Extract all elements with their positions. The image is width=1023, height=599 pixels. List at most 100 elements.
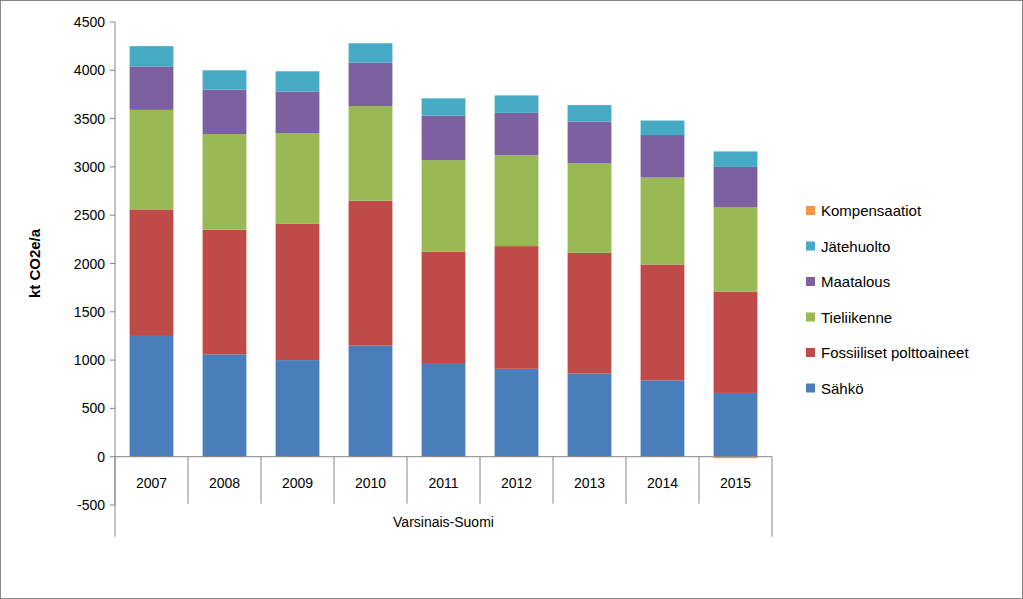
bar-segment — [495, 95, 539, 96]
y-tick — [110, 70, 115, 71]
y-tick-label: 1000 — [74, 352, 105, 368]
bars — [130, 43, 758, 458]
y-tick-label: 1500 — [74, 304, 105, 320]
bar-segment — [568, 105, 612, 106]
y-tick — [110, 22, 115, 23]
x-separator — [480, 457, 481, 504]
bar-segment — [714, 167, 758, 208]
legend-label: Maatalous — [821, 273, 890, 290]
bar-segment — [714, 207, 758, 291]
y-tick — [110, 505, 115, 506]
x-separator — [772, 457, 773, 537]
y-tick-label: 3000 — [74, 159, 105, 175]
bar-segment — [203, 70, 247, 89]
bar-segment — [495, 155, 539, 246]
y-tick-label: 3500 — [74, 111, 105, 127]
x-tick-label: 2012 — [501, 475, 532, 491]
y-tick — [110, 456, 115, 457]
bar-segment — [276, 360, 320, 457]
bar-segment — [349, 43, 393, 44]
y-tick — [110, 408, 115, 409]
x-tick-label: 2009 — [282, 475, 313, 491]
bar-segment — [495, 246, 539, 369]
x-tick-label: 2010 — [355, 475, 386, 491]
bar-segment — [349, 63, 393, 106]
bar-segment — [495, 369, 539, 457]
bar-segment — [130, 110, 174, 209]
bar-segment — [130, 336, 174, 457]
y-tick — [110, 118, 115, 119]
y-tick-label: -500 — [77, 497, 105, 513]
y-tick-label: 500 — [82, 400, 106, 416]
bar-segment — [276, 71, 320, 72]
y-tick — [110, 215, 115, 216]
bar-segment — [349, 346, 393, 457]
y-tick-label: 0 — [97, 449, 105, 465]
x-separator — [188, 457, 189, 504]
legend-swatch — [806, 384, 815, 393]
x-separator — [699, 457, 700, 504]
bar-segment — [714, 393, 758, 457]
y-tick — [110, 360, 115, 361]
legend-label: Fossiiliset polttoaineet — [821, 344, 969, 361]
x-separator — [115, 457, 116, 537]
x-separator — [407, 457, 408, 504]
chart-frame — [1, 1, 1023, 599]
bar-segment — [568, 253, 612, 374]
bar-segment — [568, 374, 612, 457]
x-separator — [334, 457, 335, 504]
bar-segment — [349, 43, 393, 62]
chart: -500 0 500 1000 1500 2000 2500 3000 3500 4000 4500… — [0, 0, 1023, 599]
bar-segment — [422, 252, 466, 363]
y-tick — [110, 166, 115, 167]
y-tick-label: 2500 — [74, 207, 105, 223]
legend-label: Jätehuolto — [821, 238, 890, 255]
y-tick — [110, 263, 115, 264]
bar-segment — [203, 90, 247, 134]
x-tick-label: 2007 — [136, 475, 167, 491]
legend-swatch — [806, 313, 815, 322]
bar-segment — [130, 209, 174, 336]
x-separator — [553, 457, 554, 504]
bar-segment — [568, 105, 612, 121]
x-group-label: Varsinais-Suomi — [393, 514, 494, 530]
bar-segment — [568, 121, 612, 163]
bar-segment — [203, 134, 247, 230]
x-tick-label: 2008 — [209, 475, 240, 491]
bar-segment — [495, 95, 539, 112]
bar-segment — [714, 151, 758, 166]
bar-segment — [641, 178, 685, 265]
bar-segment — [203, 70, 247, 71]
legend-label: Sähkö — [821, 380, 864, 397]
legend-swatch — [806, 348, 815, 357]
bar-segment — [130, 46, 174, 66]
bar-segment — [276, 92, 320, 134]
bar-segment — [422, 160, 466, 252]
y-tick-label: 4500 — [74, 14, 105, 30]
bar-segment — [641, 264, 685, 380]
bar-segment — [422, 98, 466, 99]
bar-segment — [276, 224, 320, 360]
x-tick-label: 2013 — [574, 475, 605, 491]
y-tick-label: 2000 — [74, 256, 105, 272]
bar-segment — [641, 121, 685, 135]
bar-segment — [276, 71, 320, 91]
y-tick — [110, 311, 115, 312]
bar-segment — [495, 113, 539, 156]
y-tick-label: 4000 — [74, 62, 105, 78]
legend-label: Kompensaatiot — [821, 202, 922, 219]
bar-segment — [130, 46, 174, 47]
bar-segment — [422, 116, 466, 160]
bar-segment — [641, 380, 685, 456]
legend-swatch — [806, 206, 815, 215]
bar-segment — [641, 120, 685, 121]
x-separator — [261, 457, 262, 504]
bar-segment — [568, 163, 612, 253]
bar-segment — [276, 133, 320, 224]
x-separator — [626, 457, 627, 504]
bar-segment — [641, 135, 685, 178]
legend-swatch — [806, 277, 815, 286]
bar-segment — [422, 98, 466, 115]
bar-segment — [130, 66, 174, 109]
legend-swatch — [806, 242, 815, 251]
